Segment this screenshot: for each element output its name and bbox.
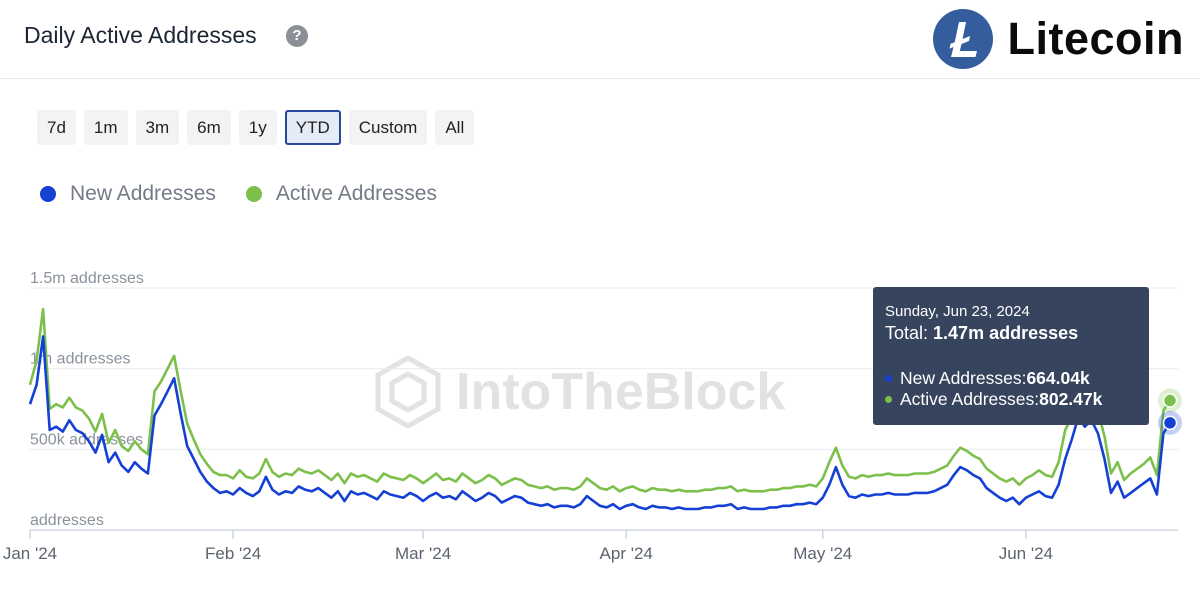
tooltip-label-new: New Addresses: bbox=[900, 368, 1027, 388]
x-tick-label-2: Mar '24 bbox=[395, 544, 451, 563]
range-1y-button[interactable]: 1y bbox=[238, 110, 277, 145]
legend-label-active: Active Addresses bbox=[275, 182, 437, 205]
page-title: Daily Active Addresses bbox=[24, 22, 257, 48]
tooltip-row-new: New Addresses: 664.04k bbox=[885, 368, 1137, 389]
range-all-button[interactable]: All bbox=[435, 110, 475, 145]
tooltip-value-active: 802.47k bbox=[1039, 389, 1103, 409]
legend-dot-new bbox=[40, 186, 56, 202]
y-tick-label-3: 1.5m addresses bbox=[30, 270, 144, 287]
x-tick-label-1: Feb '24 bbox=[205, 544, 261, 563]
brand-name: Litecoin bbox=[1007, 13, 1184, 64]
y-tick-label-0: addresses bbox=[30, 512, 104, 529]
x-tick-label-3: Apr '24 bbox=[600, 544, 653, 563]
range-7d-button[interactable]: 7d bbox=[37, 110, 76, 145]
legend-item-new-addresses[interactable]: New Addresses bbox=[40, 182, 216, 206]
legend-label-new: New Addresses bbox=[70, 182, 216, 205]
watermark-logo-icon bbox=[375, 356, 441, 428]
range-1m-button[interactable]: 1m bbox=[83, 110, 128, 145]
x-tick-label-5: Jun '24 bbox=[999, 544, 1053, 563]
header: Daily Active Addresses ? Litecoin bbox=[0, 0, 1200, 79]
brand: Litecoin bbox=[933, 8, 1184, 70]
tooltip-total-value: 1.47m addresses bbox=[933, 323, 1079, 343]
legend-dot-active bbox=[245, 186, 262, 202]
legend-item-active-addresses[interactable]: Active Addresses bbox=[245, 182, 437, 206]
hover-point-1 bbox=[1162, 393, 1178, 408]
y-tick-label-2: 1m addresses bbox=[30, 351, 131, 368]
tooltip-dot-active bbox=[885, 396, 892, 403]
range-custom-button[interactable]: Custom bbox=[348, 110, 428, 145]
hover-point-0 bbox=[1162, 415, 1178, 431]
tooltip-label-active: Active Addresses: bbox=[900, 389, 1040, 409]
tooltip-dot-new bbox=[885, 375, 892, 382]
tooltip-value-new: 664.04k bbox=[1026, 368, 1090, 388]
x-tick-label-4: May '24 bbox=[793, 544, 852, 563]
tooltip-row-active: Active Addresses: 802.47k bbox=[885, 389, 1137, 410]
date-range-selector: 7d 1m 3m 6m 1y YTD Custom All bbox=[37, 110, 482, 145]
question-circle-icon[interactable]: ? bbox=[286, 25, 308, 47]
series-line-active-addresses bbox=[28, 307, 1172, 493]
range-ytd-button[interactable]: YTD bbox=[284, 110, 341, 145]
chart-legend: New Addresses Active Addresses bbox=[40, 182, 467, 206]
watermark-text: IntoTheBlock bbox=[456, 363, 786, 421]
range-6m-button[interactable]: 6m bbox=[187, 110, 231, 145]
litecoin-logo-icon bbox=[933, 9, 994, 69]
tooltip-date: Sunday, Jun 23, 2024 bbox=[885, 303, 1030, 320]
range-3m-button[interactable]: 3m bbox=[135, 110, 180, 145]
tooltip-total: Total: 1.47m addresses bbox=[885, 323, 1137, 344]
chart-tooltip: Sunday, Jun 23, 2024 Total: 1.47m addres… bbox=[873, 287, 1149, 425]
tooltip-total-label: Total: bbox=[885, 323, 934, 343]
x-tick-label-0: Jan '24 bbox=[3, 544, 57, 563]
series-line-new-addresses bbox=[28, 335, 1172, 511]
watermark: IntoTheBlock bbox=[372, 356, 785, 428]
